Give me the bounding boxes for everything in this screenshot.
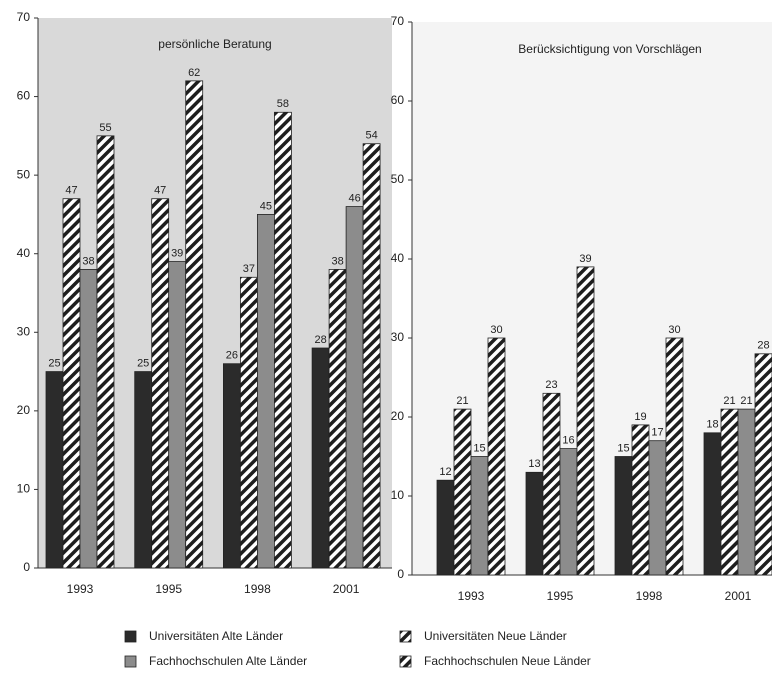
data-label: 54 — [365, 130, 377, 142]
bar — [151, 198, 170, 569]
data-label: 37 — [243, 263, 255, 275]
data-label: 45 — [260, 200, 272, 212]
bar — [273, 111, 292, 569]
bar — [168, 261, 187, 569]
data-label: 30 — [668, 324, 680, 336]
bar — [453, 408, 472, 576]
legend-swatch — [399, 630, 412, 643]
y-tick-label: 40 — [391, 251, 405, 265]
bar — [362, 143, 381, 569]
data-label: 25 — [48, 357, 60, 369]
data-label: 39 — [579, 253, 591, 265]
bar — [703, 432, 722, 576]
bar — [614, 456, 633, 576]
x-tick-label: 1998 — [636, 589, 663, 603]
bar — [311, 347, 330, 569]
data-label: 23 — [545, 379, 557, 391]
data-label: 21 — [723, 395, 735, 407]
data-label: 13 — [528, 458, 540, 470]
y-tick-label: 70 — [391, 14, 405, 28]
bar — [470, 456, 489, 576]
data-label: 39 — [171, 247, 183, 259]
legend-label: Universitäten Alte Länder — [149, 629, 283, 643]
y-tick-label: 0 — [397, 567, 404, 581]
bar — [185, 80, 204, 569]
bar — [256, 214, 275, 569]
data-label: 25 — [137, 357, 149, 369]
y-tick-label: 10 — [17, 482, 31, 496]
data-label: 16 — [562, 435, 574, 447]
data-label: 62 — [188, 67, 200, 79]
data-label: 21 — [456, 395, 468, 407]
bar — [737, 408, 756, 576]
legend-label: Fachhochschulen Neue Länder — [424, 654, 591, 668]
bar — [62, 198, 81, 569]
bar — [345, 206, 364, 569]
x-tick-label: 1993 — [458, 589, 485, 603]
y-tick-label: 20 — [17, 403, 31, 417]
bar — [222, 363, 241, 569]
y-tick-label: 60 — [17, 89, 31, 103]
bar — [134, 371, 153, 569]
x-tick-label: 1993 — [67, 582, 94, 596]
data-label: 18 — [706, 419, 718, 431]
legend-swatch — [399, 655, 412, 668]
bar — [79, 269, 98, 569]
bar — [239, 276, 258, 569]
data-label: 26 — [226, 350, 238, 362]
data-label: 46 — [348, 192, 360, 204]
bar — [559, 448, 578, 576]
x-tick-label: 1998 — [244, 582, 271, 596]
data-label: 12 — [439, 466, 451, 478]
y-tick-label: 70 — [17, 10, 31, 24]
bar — [631, 424, 650, 576]
bar — [648, 440, 667, 576]
y-tick-label: 40 — [17, 246, 31, 260]
bar — [576, 266, 595, 576]
bar — [754, 353, 772, 576]
data-label: 38 — [82, 255, 94, 267]
bar — [96, 135, 115, 569]
y-tick-label: 30 — [391, 330, 405, 344]
bar — [328, 269, 347, 569]
y-tick-label: 0 — [23, 560, 30, 574]
bar — [542, 392, 561, 576]
bar — [487, 337, 506, 576]
bar — [665, 337, 684, 576]
x-tick-label: 1995 — [155, 582, 182, 596]
legend-swatch — [124, 630, 137, 643]
x-tick-label: 2001 — [725, 589, 752, 603]
chart-title: Berücksichtigung von Vorschlägen — [518, 42, 701, 56]
legend-label: Fachhochschulen Alte Länder — [149, 654, 307, 668]
data-label: 21 — [740, 395, 752, 407]
data-label: 55 — [99, 122, 111, 134]
data-label: 15 — [617, 442, 629, 454]
data-label: 17 — [651, 427, 663, 439]
bar — [720, 408, 739, 576]
y-tick-label: 30 — [17, 324, 31, 338]
x-tick-label: 1995 — [547, 589, 574, 603]
chart-title: persönliche Beratung — [158, 37, 271, 51]
data-label: 47 — [65, 185, 77, 197]
y-tick-label: 20 — [391, 409, 405, 423]
y-tick-label: 10 — [391, 488, 405, 502]
data-label: 58 — [277, 98, 289, 110]
data-label: 15 — [473, 442, 485, 454]
data-label: 28 — [314, 334, 326, 346]
bar — [525, 471, 544, 576]
bar — [45, 371, 64, 569]
y-tick-label: 50 — [391, 172, 405, 186]
data-label: 38 — [331, 255, 343, 267]
x-tick-label: 2001 — [333, 582, 360, 596]
legend-label: Universitäten Neue Länder — [424, 629, 567, 643]
y-tick-label: 60 — [391, 93, 405, 107]
bar — [436, 479, 455, 576]
data-label: 19 — [634, 411, 646, 423]
data-label: 28 — [757, 340, 769, 352]
legend-swatch — [124, 655, 137, 668]
data-label: 30 — [490, 324, 502, 336]
data-label: 47 — [154, 185, 166, 197]
y-tick-label: 50 — [17, 167, 31, 181]
